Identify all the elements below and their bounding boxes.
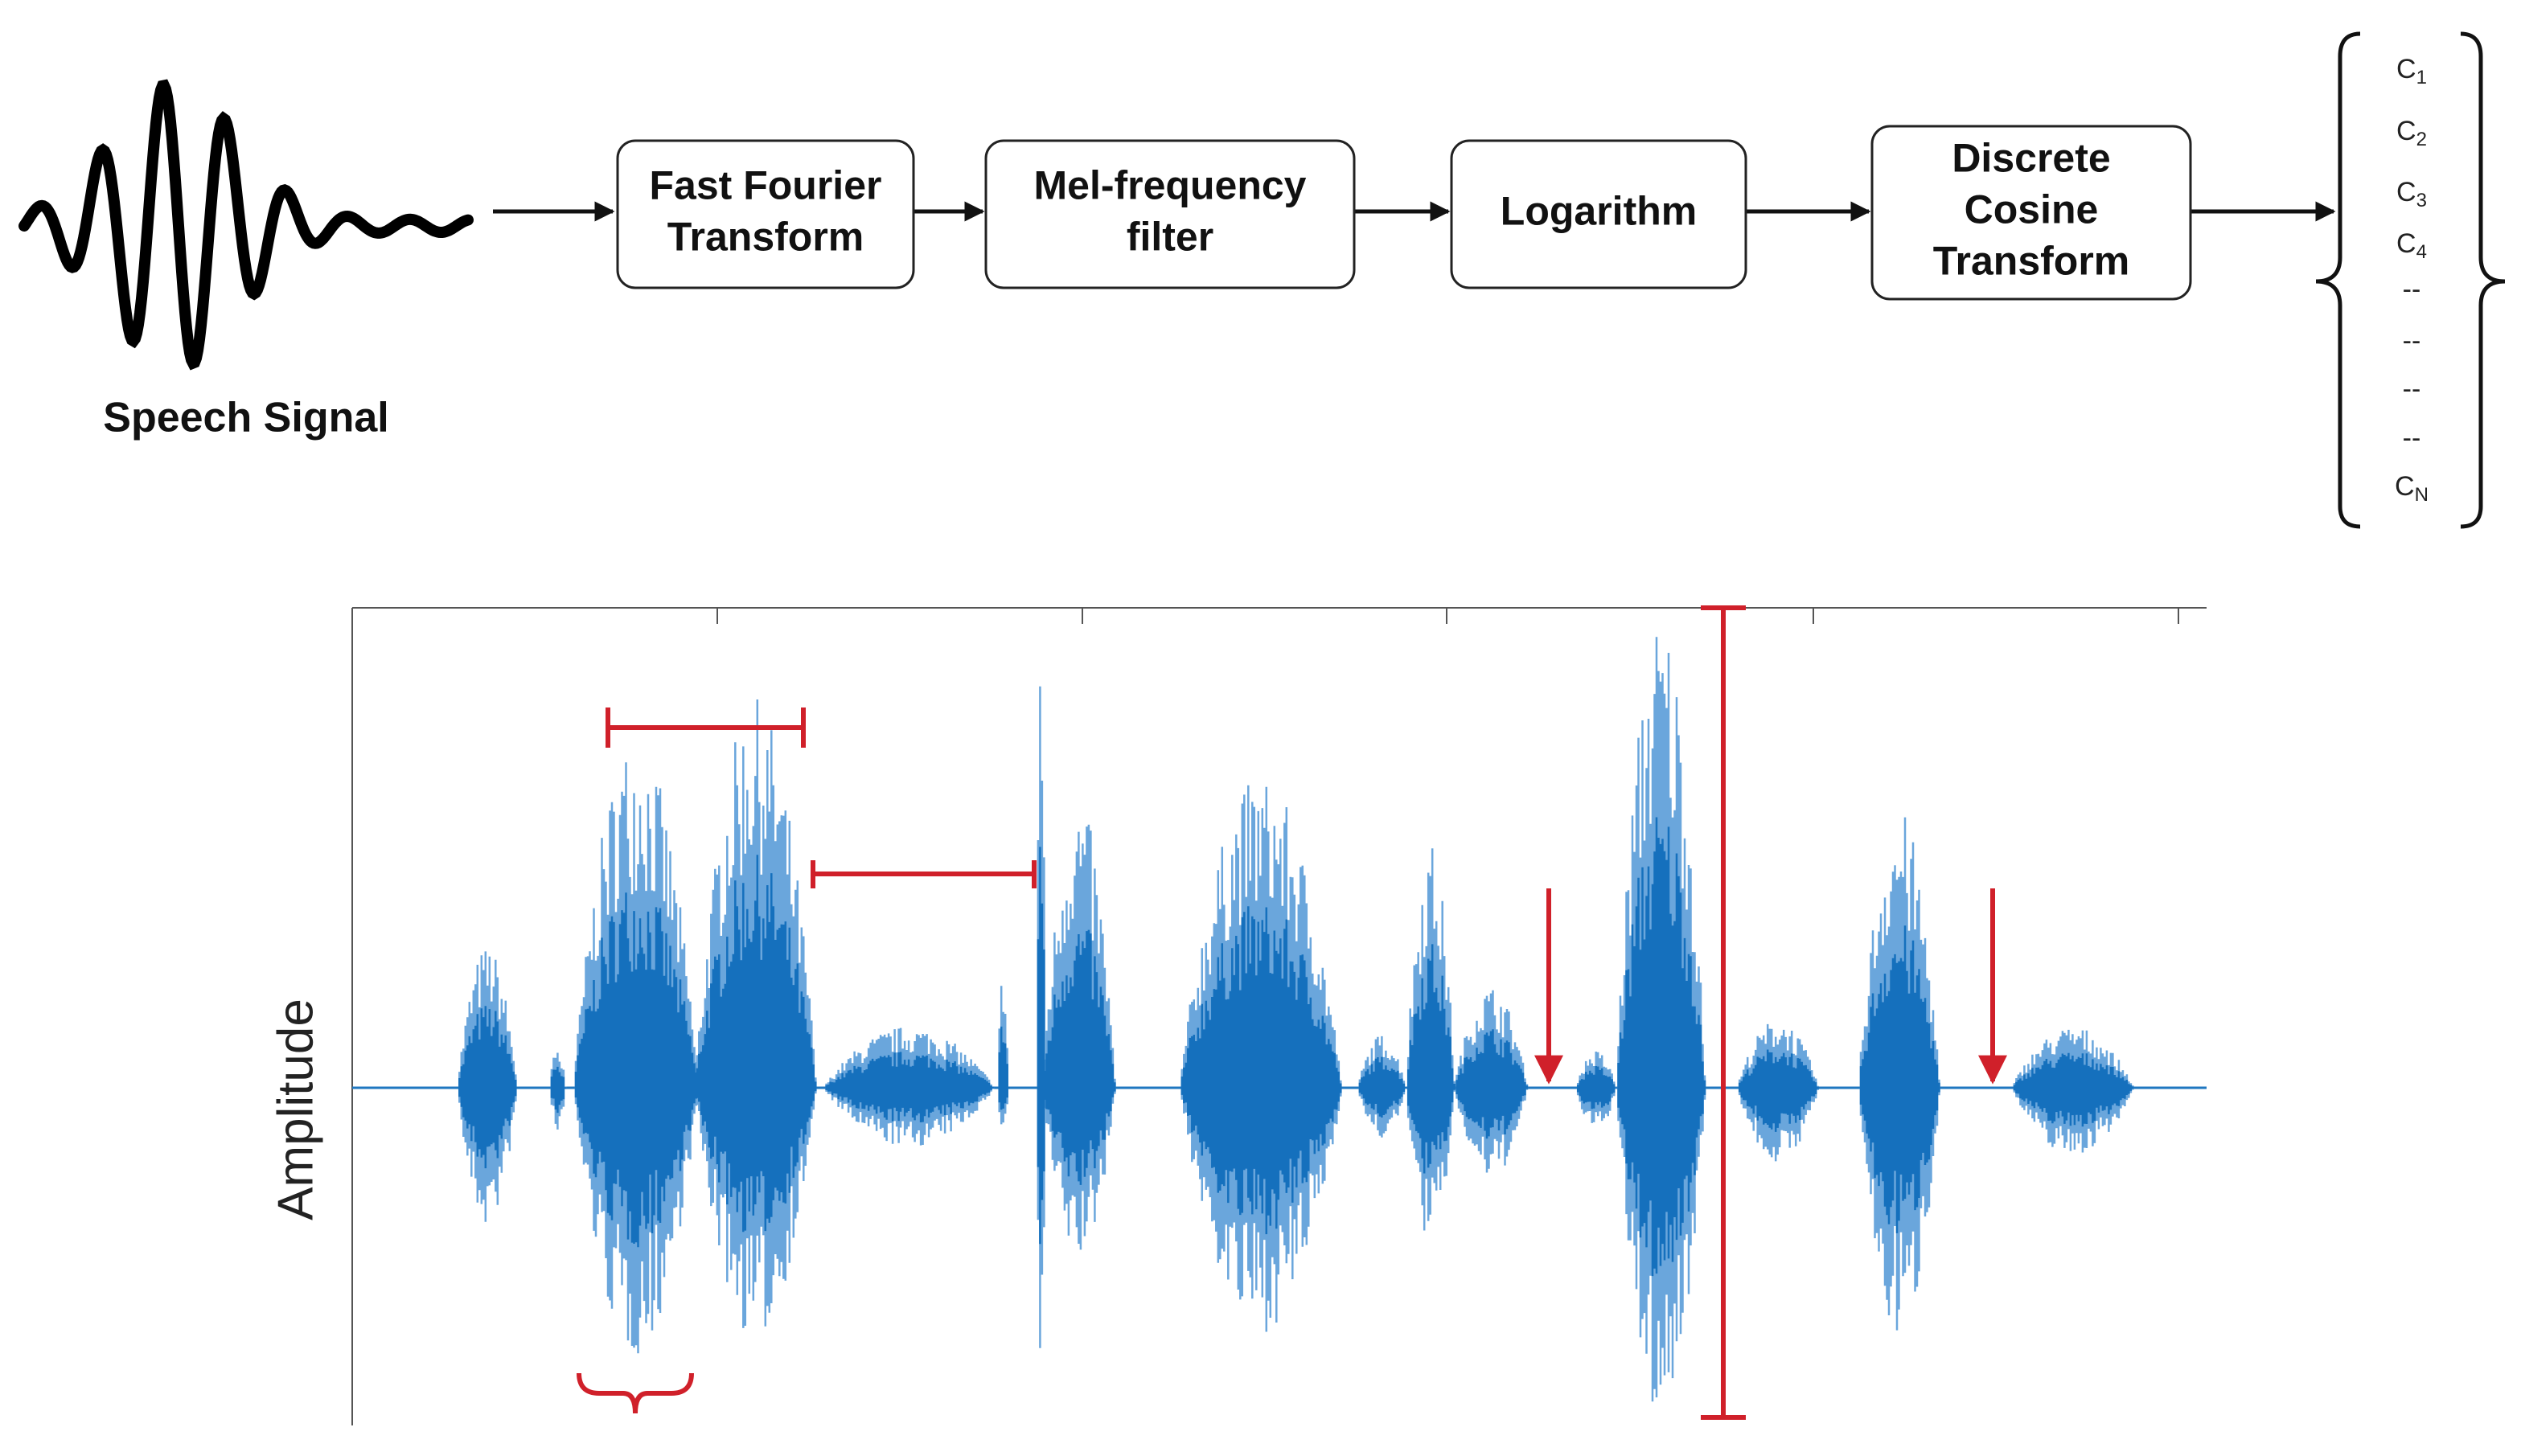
coefficient-ellipsis: -- <box>2403 274 2421 305</box>
coefficient-sub: 4 <box>2416 241 2427 263</box>
step-label: Mel-frequency <box>1034 163 1307 208</box>
coefficient-base: C <box>2395 471 2415 502</box>
coefficient: C4 <box>2396 228 2427 263</box>
speech-wave-icon <box>18 79 474 371</box>
waveform <box>458 817 2134 1277</box>
step-label: Discrete <box>1952 136 2110 181</box>
step-label: Fast Fourier <box>650 163 882 208</box>
waveform-plot: Amplitude <box>268 607 2207 1425</box>
coefficient-base: C <box>2396 228 2416 259</box>
frame-brace <box>577 1372 694 1414</box>
plot-ticks <box>351 608 2179 624</box>
span-marker <box>606 707 806 748</box>
coefficient: C3 <box>2396 177 2427 211</box>
gap-marker <box>811 860 1037 888</box>
step-box <box>616 139 915 289</box>
left-brace <box>2315 31 2361 529</box>
step-box <box>1870 125 2192 301</box>
annotations <box>577 605 2007 1420</box>
coefficient-base: C <box>2396 177 2416 207</box>
coefficient: C2 <box>2396 116 2427 150</box>
coefficient-ellipsis: -- <box>2403 423 2421 453</box>
right-brace <box>2460 31 2506 529</box>
coefficient-sub: 1 <box>2416 67 2427 88</box>
coefficient-base: C <box>2396 116 2416 146</box>
step-label: Cosine <box>1965 187 2099 232</box>
coefficient-base: C <box>2396 54 2416 84</box>
step-label: Logarithm <box>1501 189 1697 234</box>
step-box <box>984 139 1356 289</box>
coefficient-sub: 3 <box>2416 190 2427 211</box>
coefficient-ellipsis: -- <box>2403 374 2421 404</box>
step-label: Transform <box>1933 239 2130 284</box>
coefficient-ellipsis: -- <box>2403 326 2421 356</box>
y-axis-label: Amplitude <box>268 999 323 1220</box>
step-label: Transform <box>667 215 864 260</box>
steps: Fast Fourier Transform Mel-frequency filter… <box>616 125 2192 301</box>
step-label: filter <box>1127 215 1213 260</box>
signal-label: Speech Signal <box>103 395 388 441</box>
coefficient: C1 <box>2396 54 2427 88</box>
coefficient: CN <box>2395 471 2429 506</box>
coefficient-sub: 2 <box>2416 129 2427 150</box>
step-box <box>1450 139 1747 289</box>
coefficient-sub: N <box>2415 484 2429 506</box>
amplitude-marker <box>1701 605 1746 1420</box>
